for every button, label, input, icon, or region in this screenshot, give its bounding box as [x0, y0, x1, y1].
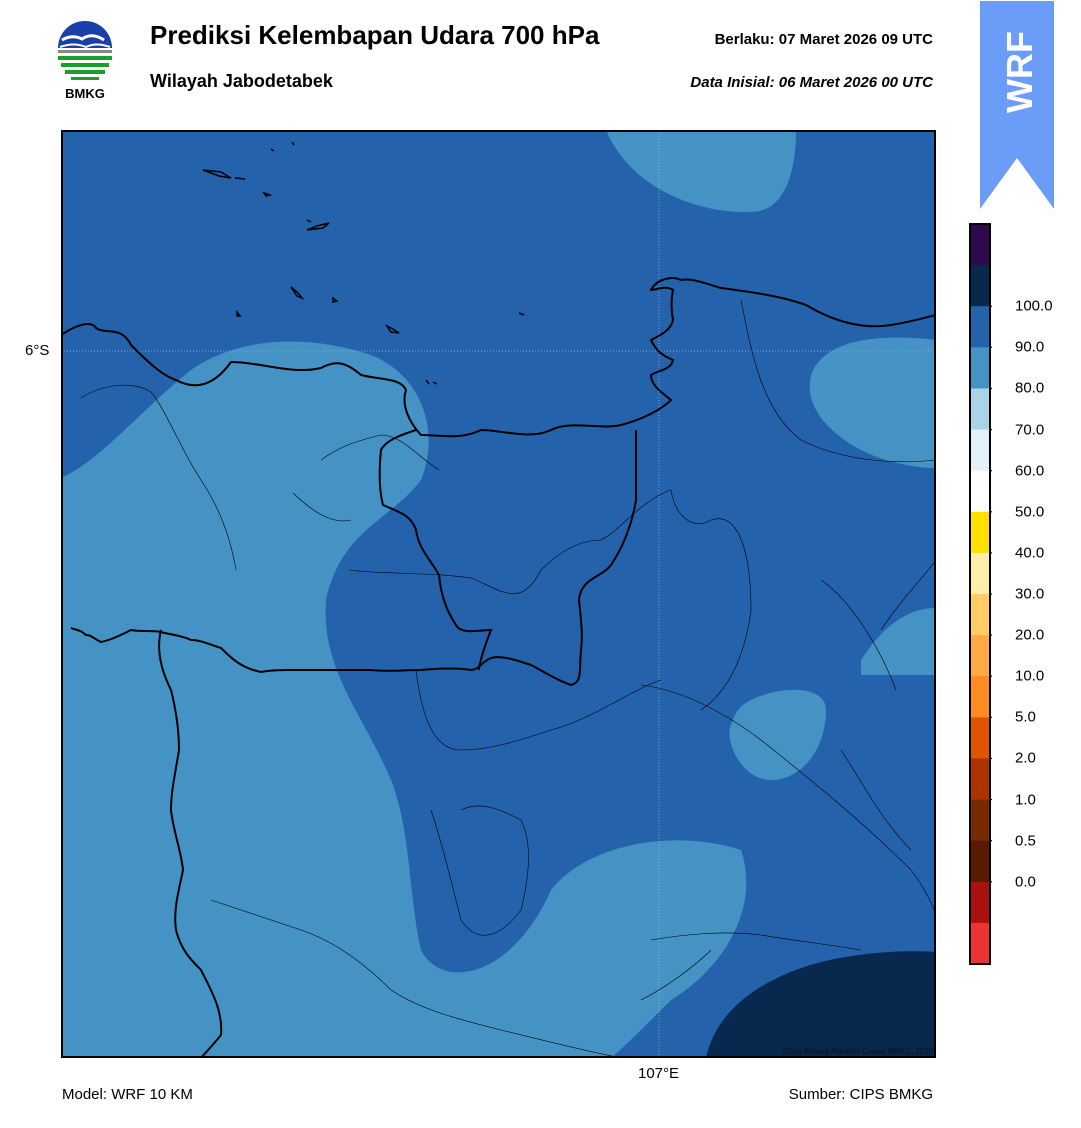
humidity-70-80-zone-center-east: [729, 689, 826, 780]
colorbar-tick-label: 90.0: [1015, 338, 1045, 356]
colorbar-tick-label: 1.0: [1015, 791, 1036, 809]
humidity-90-100-zone: [706, 951, 936, 1058]
humidity-70-80-zone-west: [61, 341, 747, 1058]
colorbar-segment: [970, 388, 990, 431]
source-label: Sumber: CIPS BMKG: [788, 1086, 933, 1103]
colorbar-tick-label: 20.0: [1015, 626, 1045, 644]
humidity-70-80-zone-east-small: [861, 608, 936, 675]
model-label: Model: WRF 10 KM: [62, 1086, 193, 1103]
colorbar-tick-label: 80.0: [1015, 379, 1045, 397]
logo-text: BMKG: [65, 86, 105, 101]
colorbar-segment: [970, 347, 990, 389]
colorbar-segment: [970, 881, 990, 924]
colorbar-segment: [970, 676, 990, 718]
region-subtitle: Wilayah Jabodetabek: [150, 71, 333, 91]
coastline-and-province-borders: [61, 277, 936, 1058]
colorbar: 100.0 90.0 80.0 70.0 60.0 50.0 40.0 30.0 20.0 10.…: [968, 222, 1068, 968]
colorbar-tick-label: 40.0: [1015, 544, 1045, 562]
colorbar-tick-label: 30.0: [1015, 585, 1045, 603]
district-borders: [80, 299, 936, 1058]
colorbar-segment: [970, 758, 990, 801]
colorbar-segment: [970, 470, 990, 513]
colorbar-tick-label: 0.0: [1015, 873, 1036, 891]
longitude-label: 107°E: [638, 1065, 680, 1082]
latitude-label: 6°S: [25, 342, 50, 359]
colorbar-segment: [970, 511, 990, 554]
page-title: Prediksi Kelembapan Udara 700 hPa: [150, 20, 600, 50]
wrf-badge: WRF: [980, 1, 1054, 209]
valid-time: Berlaku: 07 Maret 2026 09 UTC: [714, 31, 933, 48]
colorbar-segment: [970, 922, 990, 965]
colorbar-segment: [970, 265, 990, 307]
colorbar-tick-label: 2.0: [1015, 749, 1036, 767]
humidity-map: ©Sub Bidang Prediksi Cuaca BMKG, 2020: [61, 130, 936, 1058]
wrf-badge-text: WRF: [999, 31, 1040, 113]
humidity-70-80-zone-east: [809, 337, 936, 468]
thousand-islands: [202, 141, 525, 385]
copyright-note: ©Sub Bidang Prediksi Cuaca BMKG, 2020: [781, 1047, 933, 1056]
colorbar-tick-label: 100.0: [1015, 297, 1053, 315]
humidity-70-80-zone-north: [606, 130, 796, 213]
colorbar-segment: [970, 306, 990, 348]
colorbar-segment: [970, 635, 990, 677]
map-frame: [61, 130, 936, 1058]
colorbar-tick-label: 60.0: [1015, 462, 1045, 480]
colorbar-tick-label: 70.0: [1015, 421, 1045, 439]
initial-data-time: Data Inisial: 06 Maret 2026 00 UTC: [690, 74, 933, 91]
colorbar-segment: [970, 429, 990, 472]
colorbar-segment: [970, 840, 990, 883]
colorbar-tick-label: 0.5: [1015, 832, 1036, 850]
colorbar-segment: [970, 717, 990, 759]
bmkg-logo: BMKG: [52, 20, 118, 102]
colorbar-tick-label: 5.0: [1015, 708, 1036, 726]
colorbar-segment: [970, 799, 990, 842]
colorbar-segment: [970, 552, 990, 595]
colorbar-tick-label: 50.0: [1015, 503, 1045, 521]
colorbar-tick-label: 10.0: [1015, 667, 1045, 685]
colorbar-segment: [970, 594, 990, 636]
colorbar-segment: [970, 224, 990, 266]
